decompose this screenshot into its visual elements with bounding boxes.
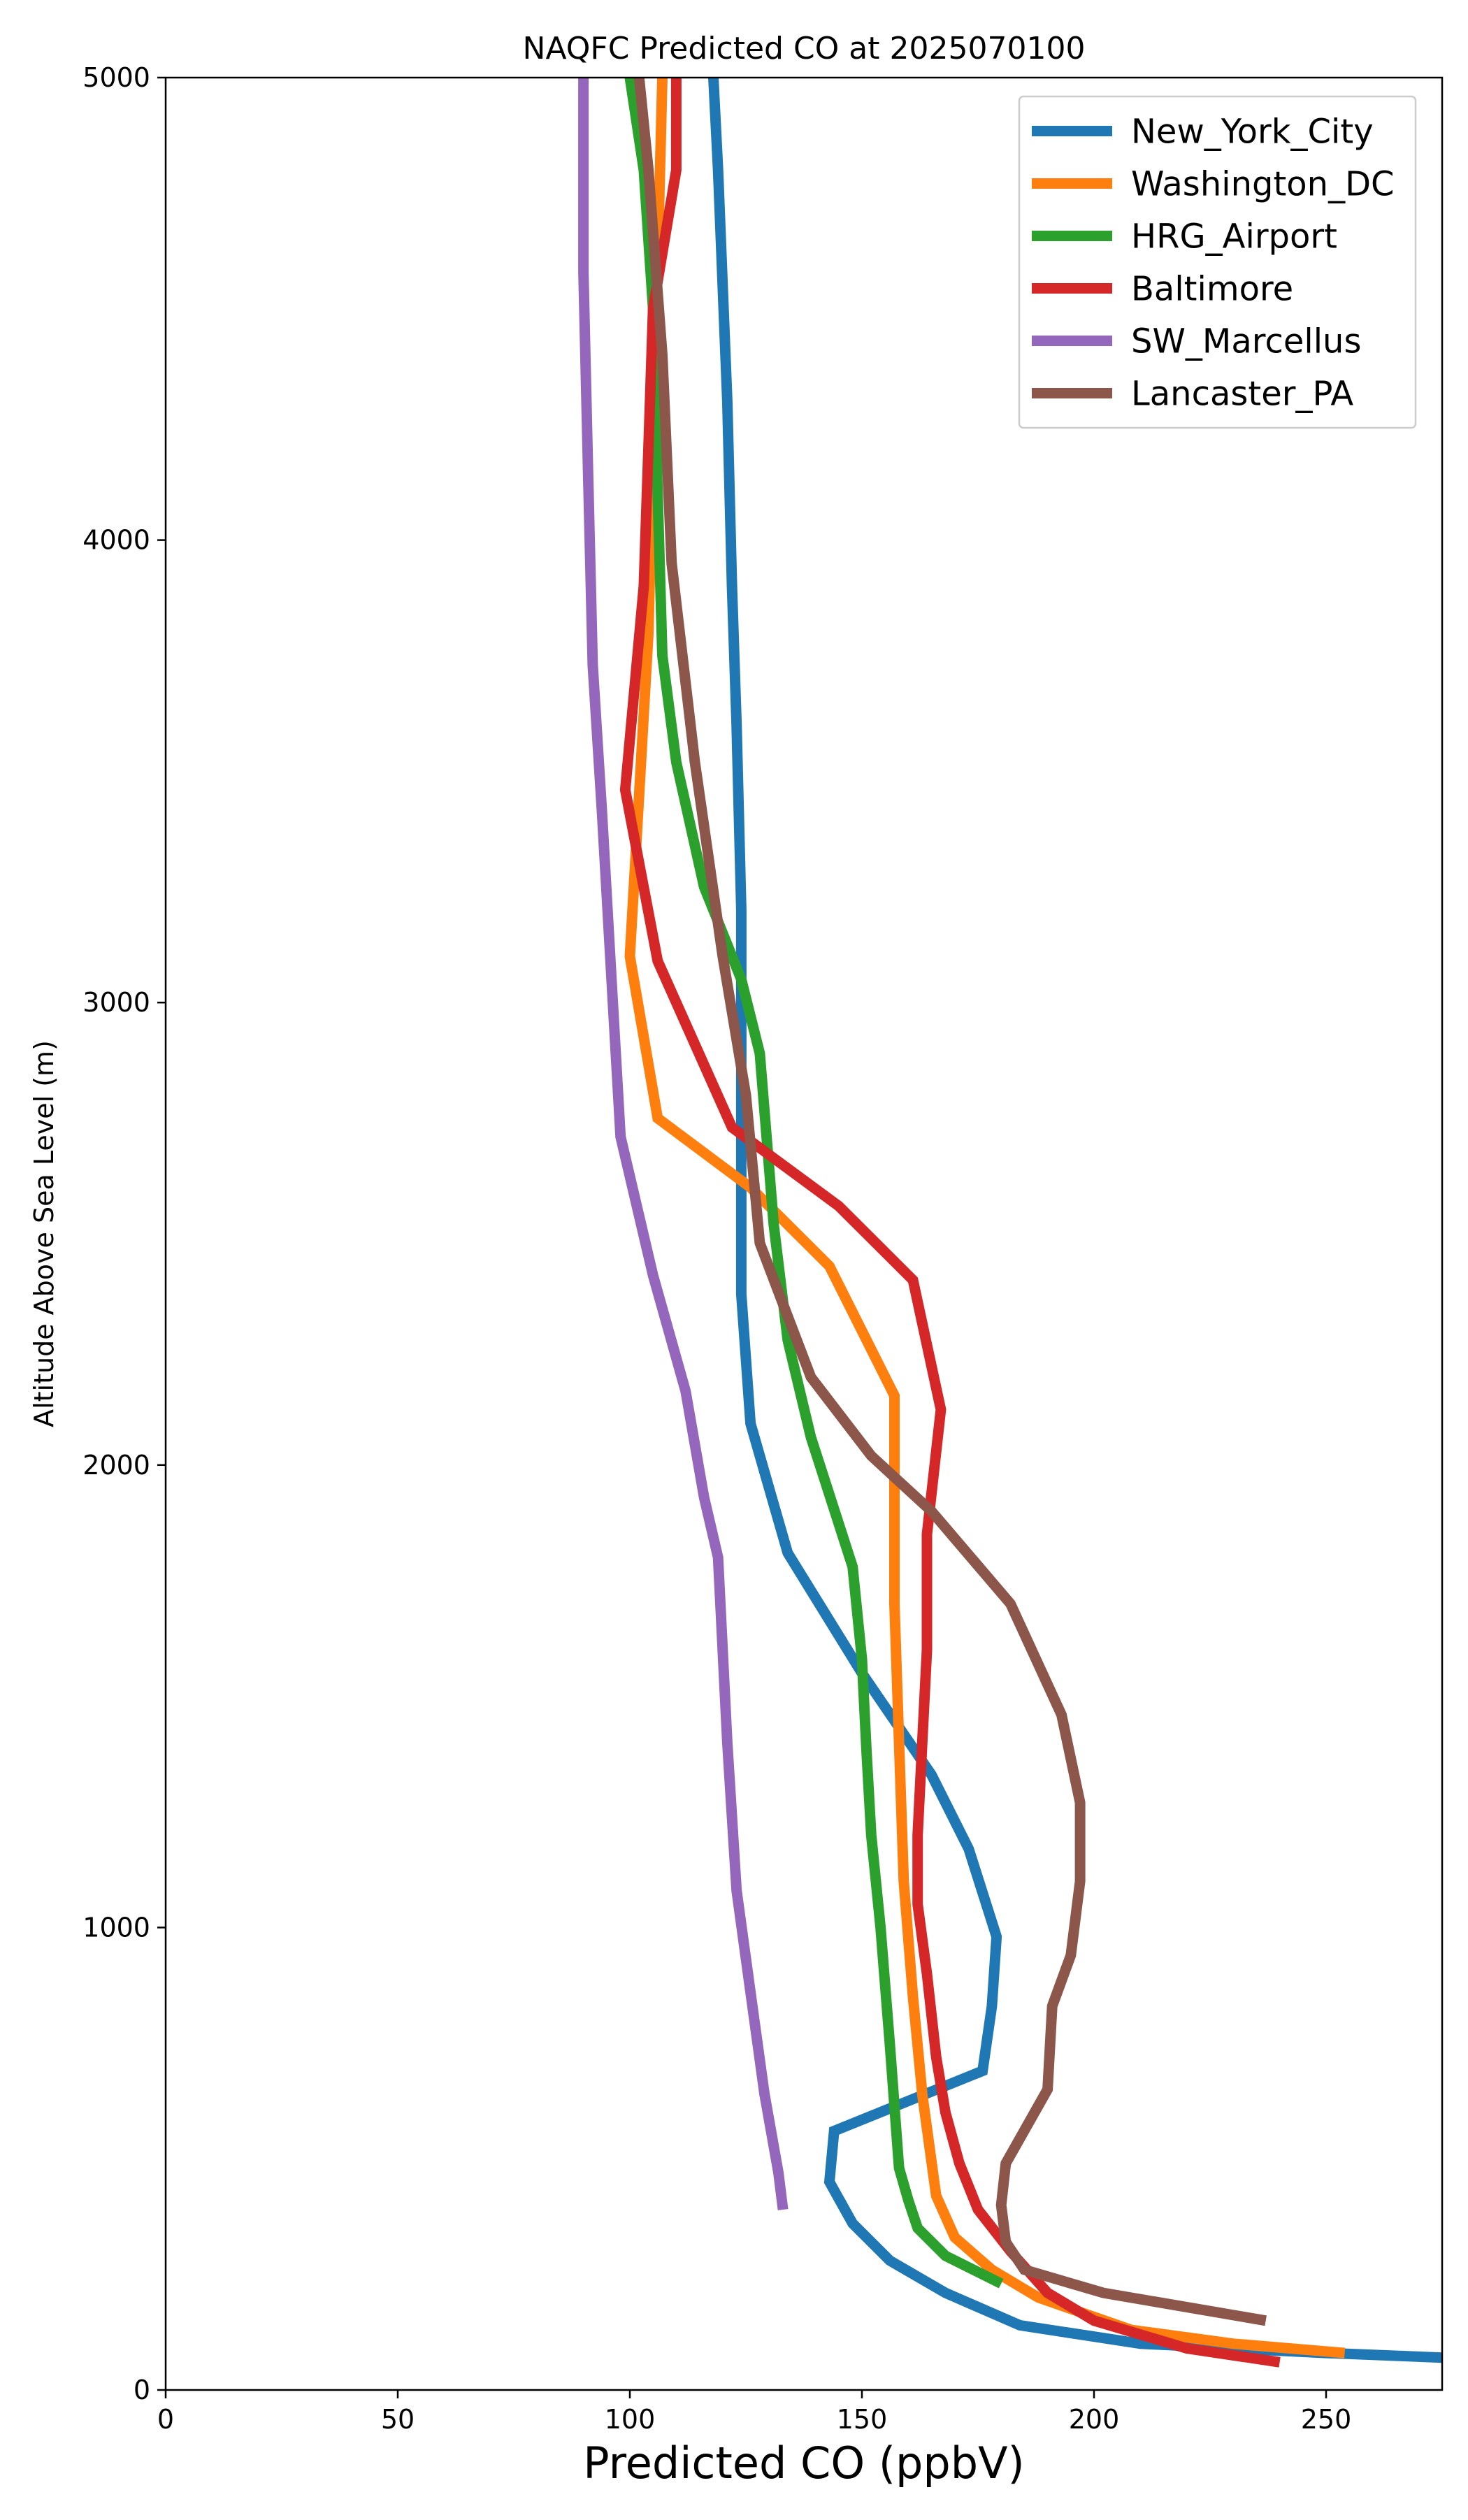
y-tick-label: 1000 [82,1912,150,1943]
x-axis: 0 50 100 150 200 250 [157,2390,1351,2435]
y-tick-label: 5000 [82,62,150,93]
series-line-washington-dc [624,78,1346,2359]
x-tick-label: 200 [1069,2404,1120,2435]
series-line-hrg-airport [624,78,1004,2289]
x-tick-label: 50 [381,2404,415,2435]
y-tick-label: 4000 [82,525,150,556]
legend-entry-label: Lancaster_PA [1131,375,1353,414]
series-line-sw-marcellus [578,78,789,2210]
y-tick-label: 0 [134,2375,150,2405]
y-axis: 0 1000 2000 3000 4000 5000 [82,62,166,2405]
legend-entry-label: New_York_City [1131,113,1374,152]
legend-entry-label: Baltimore [1131,270,1293,309]
x-tick-label: 0 [157,2404,174,2435]
series-line-new-york-city [708,78,1442,2363]
legend-entry-label: HRG_Airport [1131,217,1337,257]
y-tick-label: 2000 [82,1450,150,1481]
series-layer [578,78,1442,2368]
series-line-lancaster-pa [633,78,1267,2326]
plot-frame [164,76,1444,2391]
chart-title: NAQFC Predicted CO at 2025070100 [523,31,1086,66]
legend-box [1018,95,1417,429]
legend-entry-label: SW_Marcellus [1131,322,1361,361]
y-tick-label: 3000 [82,987,150,1018]
legend: New_York_City Washington_DC HRG_Airport Bal… [1018,95,1417,429]
x-axis-label: Predicted CO (ppbV) [583,2438,1024,2489]
x-tick-label: 150 [837,2404,888,2435]
x-tick-label: 100 [605,2404,656,2435]
legend-entry-label: Washington_DC [1131,165,1395,204]
x-tick-label: 250 [1301,2404,1352,2435]
y-axis-label: Altitude Above Sea Level (m) [29,1040,59,1427]
